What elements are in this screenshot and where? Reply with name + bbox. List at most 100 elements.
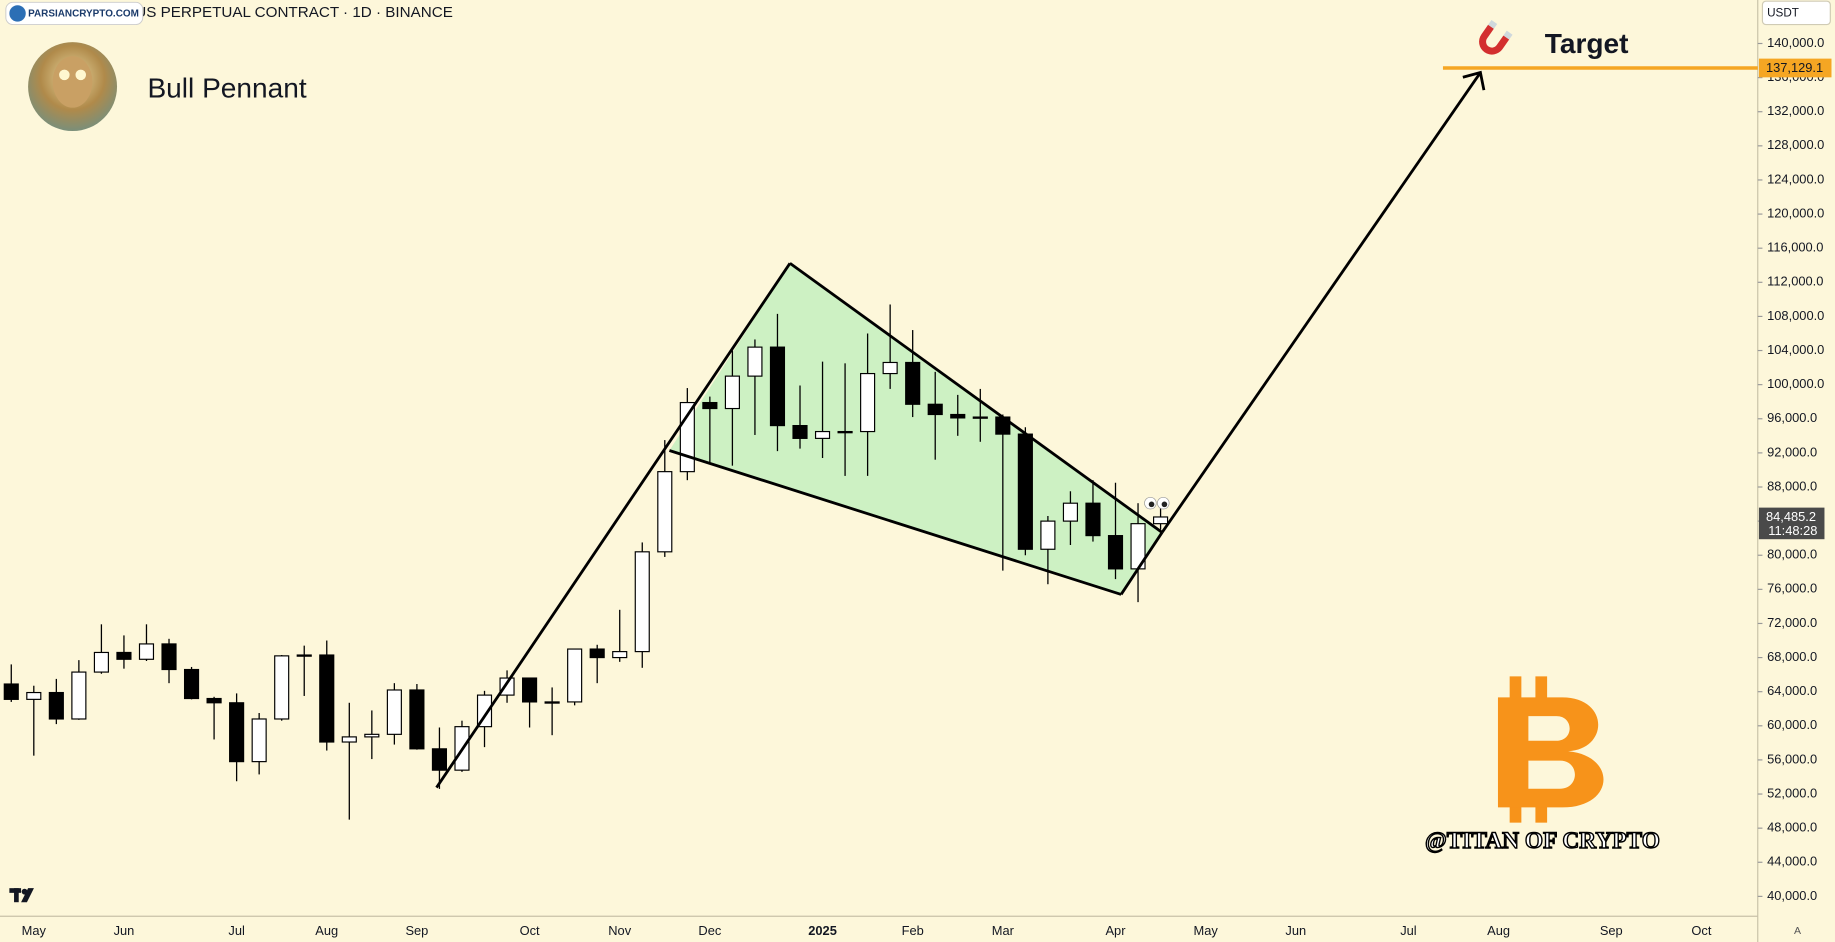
- y-tick-label: 128,000.0: [1767, 137, 1824, 152]
- y-tick-label: 88,000.0: [1767, 478, 1817, 493]
- candle-body: [409, 689, 425, 750]
- x-tick-label: Feb: [902, 923, 924, 938]
- candle-body: [1107, 535, 1124, 570]
- candle-body: [26, 691, 42, 700]
- pennant-tip: [1119, 531, 1164, 596]
- last-price-label: 84,485.2: [1766, 509, 1816, 524]
- candle-body: [116, 651, 132, 660]
- candle-body: [634, 551, 650, 653]
- x-tick-label: Jun: [114, 923, 135, 938]
- y-tick-label: 140,000.0: [1767, 35, 1824, 50]
- arrow-head: [1462, 70, 1486, 91]
- scale-mode[interactable]: A: [1794, 925, 1801, 937]
- x-tick-label: May: [22, 923, 47, 938]
- y-tick-label: 100,000.0: [1767, 376, 1824, 391]
- x-tick-label: Oct: [1691, 923, 1711, 938]
- candle-body: [860, 372, 876, 433]
- candle-body: [1040, 520, 1056, 550]
- x-tick-label: Apr: [1105, 923, 1126, 938]
- pattern-lines: [435, 70, 1486, 789]
- candle-body: [161, 643, 177, 671]
- watermark: @TITAN OF CRYPTO: [1425, 828, 1660, 854]
- x-tick-label: Dec: [698, 923, 721, 938]
- y-tick-label: 52,000.0: [1767, 785, 1817, 800]
- x-tick-label: Aug: [315, 923, 338, 938]
- eyes-icon: [1144, 496, 1170, 510]
- x-tick-label: Sep: [1600, 923, 1623, 938]
- y-tick-label: 40,000.0: [1767, 888, 1817, 903]
- candle-body: [1017, 433, 1033, 550]
- x-tick-label: Mar: [992, 923, 1015, 938]
- currency-box[interactable]: USDT: [1761, 0, 1831, 26]
- y-tick-label: 92,000.0: [1767, 444, 1817, 459]
- x-tick-label: 2025: [808, 923, 837, 938]
- candle-body: [972, 416, 988, 419]
- x-tick-label: Aug: [1487, 923, 1510, 938]
- y-tick-label: 64,000.0: [1767, 683, 1817, 698]
- y-tick-label: 48,000.0: [1767, 820, 1817, 835]
- x-tick-label: Oct: [520, 923, 540, 938]
- candle-body: [251, 718, 267, 763]
- target-price-box: [1758, 58, 1832, 78]
- candle-body: [71, 671, 87, 720]
- magnet-icon: [1479, 19, 1513, 55]
- candle-body: [567, 648, 583, 703]
- candle-body: [882, 361, 898, 375]
- candle-body: [927, 403, 943, 416]
- flagpole-line: [435, 262, 792, 789]
- y-tick-label: 60,000.0: [1767, 717, 1817, 732]
- candle-body: [499, 677, 515, 696]
- candle-body: [93, 651, 109, 673]
- candle-body: [837, 430, 853, 434]
- y-tick-label: 96,000.0: [1767, 410, 1817, 425]
- badge: PARSIANCRYPTO.COM: [5, 1, 144, 26]
- x-tick-label: Sep: [405, 923, 428, 938]
- y-tick-label: 72,000.0: [1767, 615, 1817, 630]
- candle-body: [724, 375, 740, 410]
- projection-arrow: [1160, 71, 1482, 534]
- candle-body: [747, 346, 763, 377]
- x-tick-label: Jul: [1400, 923, 1416, 938]
- candle-body: [950, 413, 966, 419]
- price-axis-panel: [1757, 0, 1835, 942]
- y-tick-label: 76,000.0: [1767, 581, 1817, 596]
- pattern-label: Bull Pennant: [147, 73, 306, 104]
- candle-body: [1085, 502, 1101, 537]
- x-tick-label: Jul: [228, 923, 244, 938]
- x-tick-label: Jun: [1285, 923, 1306, 938]
- candle-body: [138, 643, 155, 660]
- candle-body: [3, 683, 19, 700]
- currency: USDT: [1767, 7, 1799, 20]
- badge-text: PARSIANCRYPTO.COM: [28, 9, 139, 20]
- x-tick-label: Nov: [608, 923, 631, 938]
- y-tick-label: 80,000.0: [1767, 547, 1817, 562]
- target-text: Target: [1545, 28, 1629, 59]
- y-tick-label: 44,000.0: [1767, 854, 1817, 869]
- y-tick-label: 108,000.0: [1767, 308, 1824, 323]
- y-tick-label: 132,000.0: [1767, 103, 1824, 118]
- y-tick-label: 120,000.0: [1767, 205, 1824, 220]
- candle-body: [386, 689, 402, 735]
- candle-body: [612, 651, 628, 659]
- candle-body: [792, 425, 808, 439]
- candle-body: [544, 701, 560, 704]
- target-price-label: 137,129.1: [1766, 60, 1823, 75]
- pennant-lower: [668, 449, 1122, 596]
- candle-body: [431, 748, 448, 771]
- candle-body: [1153, 516, 1169, 525]
- candle-body: [814, 430, 831, 439]
- countdown-label: 11:48:28: [1768, 523, 1817, 538]
- candle-body: [206, 697, 222, 704]
- pennant-upper: [789, 262, 1163, 534]
- candle-body: [364, 733, 380, 738]
- candle-body: [1062, 502, 1079, 522]
- candle-body: [702, 401, 718, 410]
- candles-overlay: [3, 304, 1169, 820]
- candle-body: [229, 702, 245, 763]
- candle-body: [48, 691, 64, 720]
- y-tick-label: 56,000.0: [1767, 751, 1817, 766]
- candle-body: [589, 648, 605, 659]
- candle-body: [769, 346, 786, 427]
- pennant-fill: [669, 263, 1163, 595]
